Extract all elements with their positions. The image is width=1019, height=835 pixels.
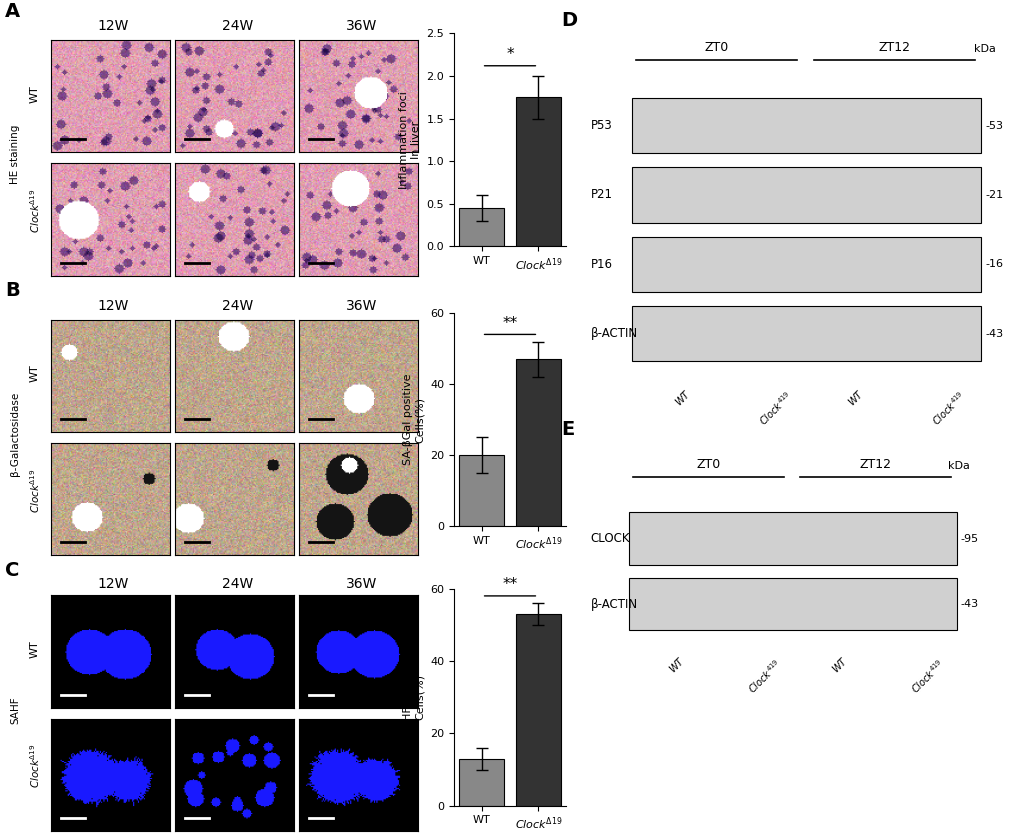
Text: $Clock^{\Delta19}$: $Clock^{\Delta19}$ xyxy=(28,743,42,788)
Text: WT: WT xyxy=(30,640,40,658)
Text: 36W: 36W xyxy=(345,577,377,590)
Text: kDa: kDa xyxy=(948,461,969,471)
Text: ZT0: ZT0 xyxy=(704,41,728,54)
Text: ZT12: ZT12 xyxy=(877,41,909,54)
Bar xyxy=(516,97,560,246)
Text: 12W: 12W xyxy=(97,577,128,590)
Text: WT: WT xyxy=(829,656,848,675)
Text: 36W: 36W xyxy=(345,19,377,33)
Text: 24W: 24W xyxy=(221,299,253,313)
Text: -43: -43 xyxy=(984,328,1003,338)
Text: -53: -53 xyxy=(984,120,1002,130)
Text: β-ACTIN: β-ACTIN xyxy=(590,598,637,610)
Text: **: ** xyxy=(502,577,517,592)
Text: WT: WT xyxy=(30,365,40,382)
Text: WT: WT xyxy=(667,656,686,675)
Text: HE staining: HE staining xyxy=(10,124,20,185)
Text: WT: WT xyxy=(673,389,691,407)
Text: A: A xyxy=(5,2,20,21)
Text: *: * xyxy=(505,48,514,63)
Text: ZT0: ZT0 xyxy=(696,458,720,471)
Text: D: D xyxy=(560,11,577,30)
Bar xyxy=(459,208,503,246)
Text: 24W: 24W xyxy=(221,19,253,33)
Bar xyxy=(459,759,503,806)
Y-axis label: Inflammation foci
In liver: Inflammation foci In liver xyxy=(398,91,421,189)
Text: WT: WT xyxy=(30,85,40,103)
Text: E: E xyxy=(560,420,574,439)
Bar xyxy=(516,614,560,806)
Text: WT: WT xyxy=(846,389,864,407)
Text: -43: -43 xyxy=(960,599,977,609)
Text: 24W: 24W xyxy=(221,577,253,590)
Text: -16: -16 xyxy=(984,259,1002,269)
FancyBboxPatch shape xyxy=(632,306,980,362)
Text: kDa: kDa xyxy=(973,44,995,54)
Bar xyxy=(516,359,560,526)
Y-axis label: SA-βGal positive
Cells(%): SA-βGal positive Cells(%) xyxy=(403,374,424,465)
FancyBboxPatch shape xyxy=(629,578,956,630)
Text: $Clock^{\Delta19}$: $Clock^{\Delta19}$ xyxy=(28,468,42,513)
Text: **: ** xyxy=(502,316,517,331)
Text: 12W: 12W xyxy=(97,19,128,33)
Text: $Clock^{419}$: $Clock^{419}$ xyxy=(928,389,968,428)
Text: $Clock^{419}$: $Clock^{419}$ xyxy=(755,389,795,428)
Text: 12W: 12W xyxy=(97,299,128,313)
Text: $Clock^{419}$: $Clock^{419}$ xyxy=(745,656,784,696)
Text: B: B xyxy=(5,281,19,301)
FancyBboxPatch shape xyxy=(632,167,980,223)
Y-axis label: SAHF positive
Cells(%): SAHF positive Cells(%) xyxy=(403,659,424,736)
FancyBboxPatch shape xyxy=(632,98,980,154)
Text: CLOCK: CLOCK xyxy=(590,532,630,545)
Text: -95: -95 xyxy=(960,534,977,544)
Text: C: C xyxy=(5,561,19,580)
Text: P21: P21 xyxy=(590,189,612,201)
Text: -21: -21 xyxy=(984,190,1003,200)
Text: $Clock^{\Delta19}$: $Clock^{\Delta19}$ xyxy=(28,188,42,233)
Text: $Clock^{419}$: $Clock^{419}$ xyxy=(907,656,947,696)
FancyBboxPatch shape xyxy=(629,513,956,564)
FancyBboxPatch shape xyxy=(632,236,980,292)
Text: ZT12: ZT12 xyxy=(858,458,891,471)
Text: SAHF: SAHF xyxy=(10,696,20,724)
Bar xyxy=(459,455,503,526)
Text: P53: P53 xyxy=(590,119,611,132)
Text: P16: P16 xyxy=(590,258,612,271)
Text: 36W: 36W xyxy=(345,299,377,313)
Text: β-Galactosidase: β-Galactosidase xyxy=(10,392,20,476)
Text: β-ACTIN: β-ACTIN xyxy=(590,327,637,340)
